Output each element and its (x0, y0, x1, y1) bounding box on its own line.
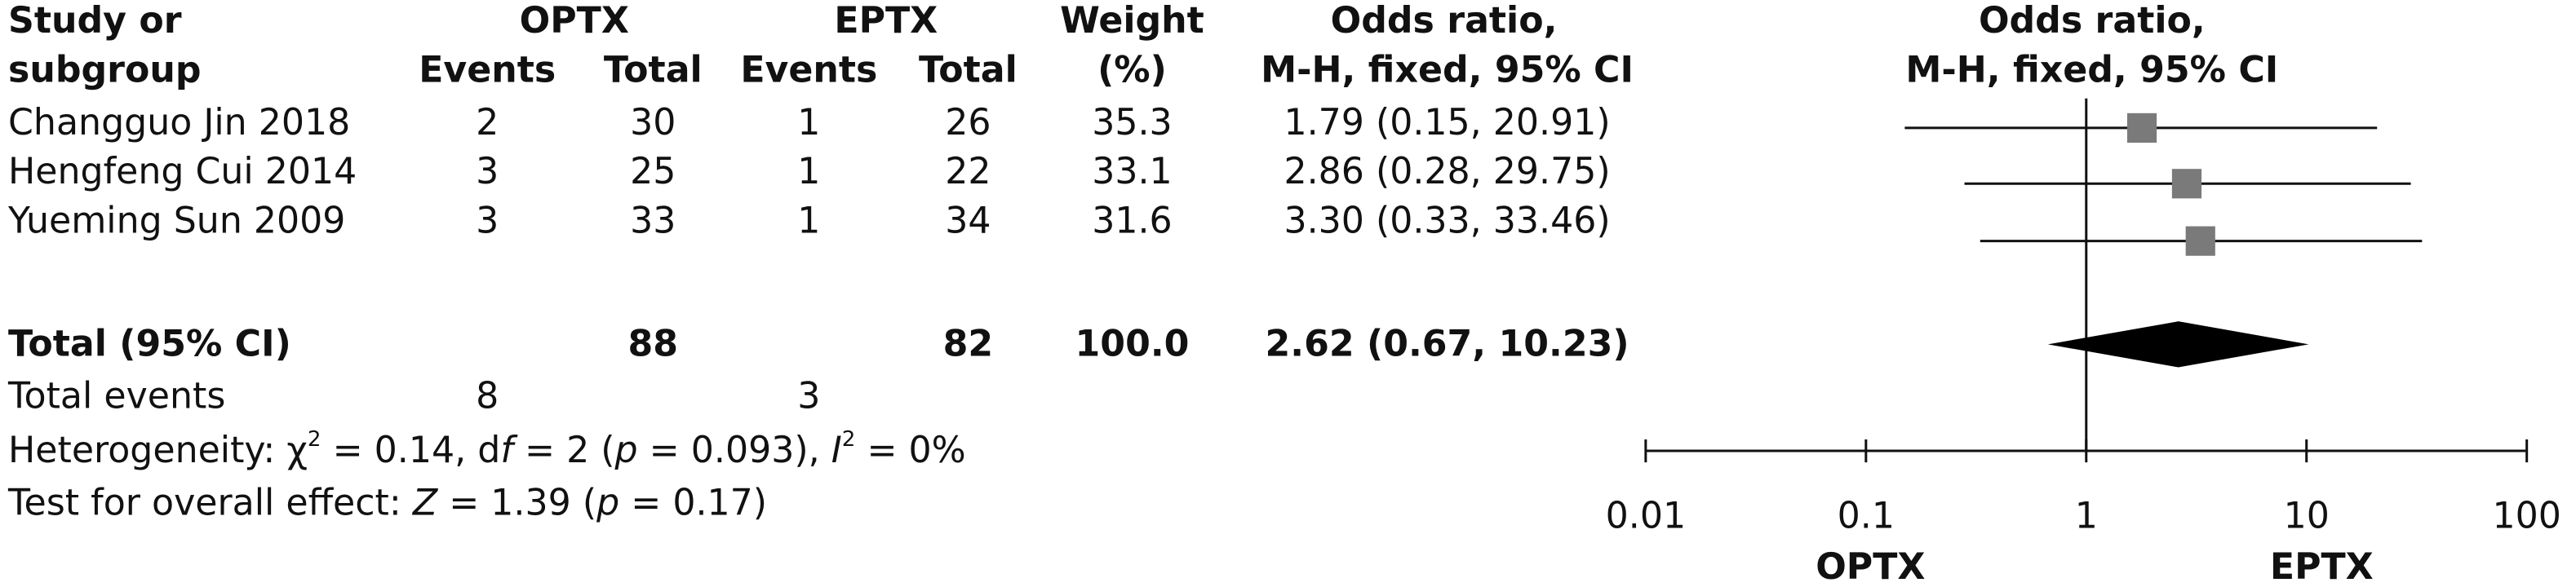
text: = 2 ( (513, 430, 615, 471)
cell: 3 (476, 151, 499, 192)
header: subgroup (8, 50, 201, 91)
study-name: Hengfeng Cui 2014 (8, 151, 357, 192)
total-label: Total (95% CI) (8, 323, 291, 364)
header: M-H, fixed, 95% CI (1261, 50, 1634, 91)
text: Heterogeneity: χ (8, 430, 308, 471)
point-estimate (2126, 113, 2157, 143)
text: = 0% (855, 430, 965, 471)
header: Odds ratio, (1979, 0, 2206, 42)
text: Test for overall effect: (7, 482, 413, 523)
header: Total (604, 50, 703, 91)
cell: 2 (476, 102, 499, 143)
text: 2 (308, 426, 321, 451)
cell: 30 (630, 102, 676, 143)
text: 2 (842, 426, 856, 451)
x-tick-label: 0.01 (1606, 495, 1686, 536)
header: Events (419, 50, 556, 91)
header: OPTX (520, 0, 629, 42)
cell: 22 (945, 151, 991, 192)
overall-effect: Test for overall effect: Z = 1.39 (p = 0… (7, 482, 767, 523)
text: = 0.14, d (321, 430, 501, 471)
total-events-label: Total events (7, 376, 225, 417)
header: Odds ratio, (1331, 0, 1558, 42)
cell: 33 (630, 201, 676, 242)
heterogeneity: Heterogeneity: χ2 = 0.14, df = 2 (p = 0.… (8, 426, 966, 471)
cell: 34 (945, 201, 991, 242)
header: Study or (8, 0, 182, 42)
summary-diamond (2047, 321, 2309, 368)
axis-side-label: OPTX (1816, 546, 1925, 587)
total-cell: 88 (628, 323, 679, 364)
text: = 1.39 ( (437, 482, 596, 523)
axis-side-label: EPTX (2270, 546, 2374, 587)
point-estimate (2185, 226, 2215, 256)
text: = 0.17) (619, 482, 767, 523)
text: p (596, 482, 619, 523)
header: M-H, fixed, 95% CI (1905, 50, 2278, 91)
cell: 26 (945, 102, 991, 143)
x-tick-label: 10 (2284, 495, 2330, 536)
study-name: Yueming Sun 2009 (7, 201, 345, 242)
header: (%) (1097, 50, 1167, 91)
text: = 0.093), (638, 430, 831, 471)
study-name: Changguo Jin 2018 (8, 102, 350, 143)
x-tick-label: 0.1 (1838, 495, 1895, 536)
text: p (614, 430, 638, 471)
cell: 2.86 (0.28, 29.75) (1284, 151, 1610, 192)
total-events-cell: 3 (797, 376, 820, 417)
text: I (831, 430, 842, 471)
total-cell: 2.62 (0.67, 10.23) (1266, 323, 1629, 364)
cell: 35.3 (1092, 102, 1172, 143)
x-tick-label: 1 (2075, 495, 2098, 536)
x-tick-label: 100 (2492, 495, 2560, 536)
point-estimate (2171, 169, 2202, 199)
cell: 1 (797, 151, 820, 192)
header: Total (919, 50, 1018, 91)
cell: 1 (797, 102, 820, 143)
cell: 1.79 (0.15, 20.91) (1284, 102, 1610, 143)
cell: 25 (630, 151, 676, 192)
total-cell: 100.0 (1075, 323, 1190, 364)
cell: 3.30 (0.33, 33.46) (1284, 201, 1610, 242)
cell: 3 (476, 201, 499, 242)
total-events-cell: 8 (476, 376, 499, 417)
total-cell: 82 (943, 323, 994, 364)
cell: 1 (797, 201, 820, 242)
header: Events (740, 50, 877, 91)
header: EPTX (834, 0, 938, 42)
cell: 31.6 (1092, 201, 1172, 242)
text: Z (412, 482, 439, 523)
header: Weight (1060, 0, 1204, 42)
cell: 33.1 (1092, 151, 1172, 192)
